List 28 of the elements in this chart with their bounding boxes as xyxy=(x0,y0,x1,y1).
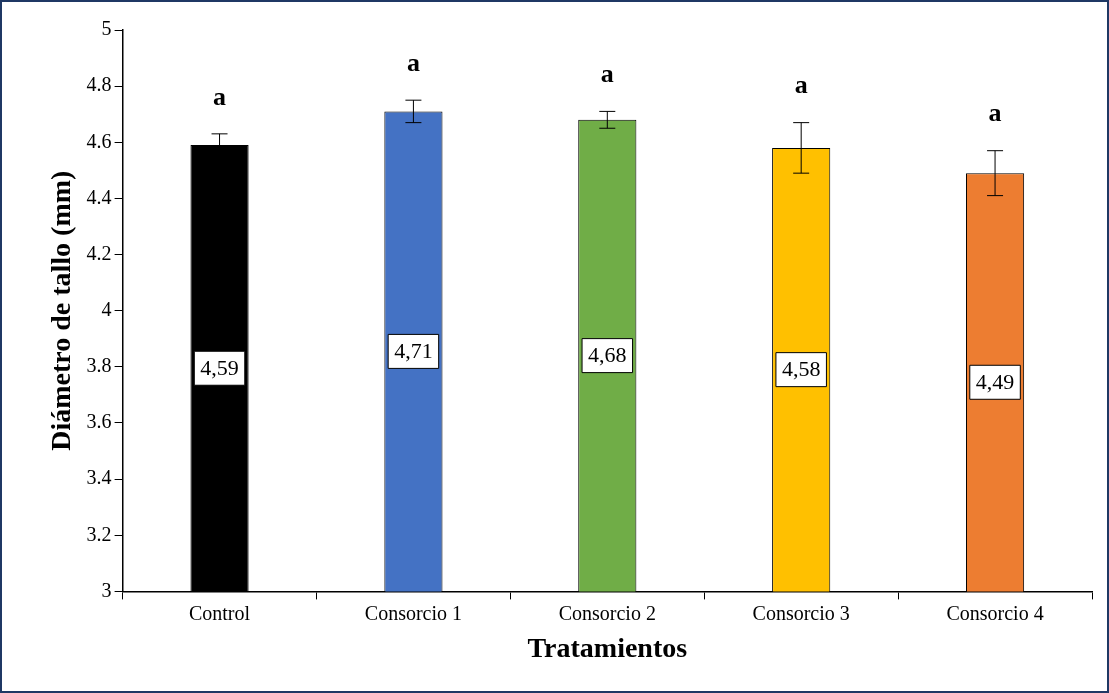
data-label: 4,59 xyxy=(200,355,239,381)
y-tick-label: 3.2 xyxy=(86,522,112,545)
y-tick-label: 4 xyxy=(101,297,112,320)
x-tick-label: Consorcio 1 xyxy=(364,601,463,624)
y-tick-label: 3.4 xyxy=(86,466,112,489)
y-tick-label: 3 xyxy=(101,578,112,601)
y-tick-label: 4.2 xyxy=(86,241,112,264)
x-tick-label: Consorcio 2 xyxy=(558,601,656,624)
data-label: 4,49 xyxy=(975,369,1015,395)
y-tick-label: 3.6 xyxy=(86,410,112,433)
x-tick-label: Control xyxy=(188,601,251,624)
annotation: a xyxy=(213,81,227,111)
y-tick-label: 4.6 xyxy=(86,129,112,152)
x-tick-label: Consorcio 3 xyxy=(752,601,850,624)
y-tick-label: 4.8 xyxy=(86,73,112,96)
annotation: a xyxy=(406,47,420,77)
data-label: 4,68 xyxy=(588,342,627,368)
y-axis-title: Diámetro de tallo (mm) xyxy=(45,170,77,451)
annotation: a xyxy=(600,59,614,89)
y-tick-label: 4.4 xyxy=(86,185,112,208)
y-tick-label: 5 xyxy=(101,17,112,40)
x-tick-label: Consorcio 4 xyxy=(946,601,1044,624)
annotation: a xyxy=(794,70,808,100)
data-label: 4,71 xyxy=(394,338,433,364)
data-label: 4,58 xyxy=(781,356,821,382)
annotation: a xyxy=(988,98,1002,128)
y-tick-label: 3.8 xyxy=(86,354,112,377)
x-axis-title: Tratamientos xyxy=(527,632,688,664)
